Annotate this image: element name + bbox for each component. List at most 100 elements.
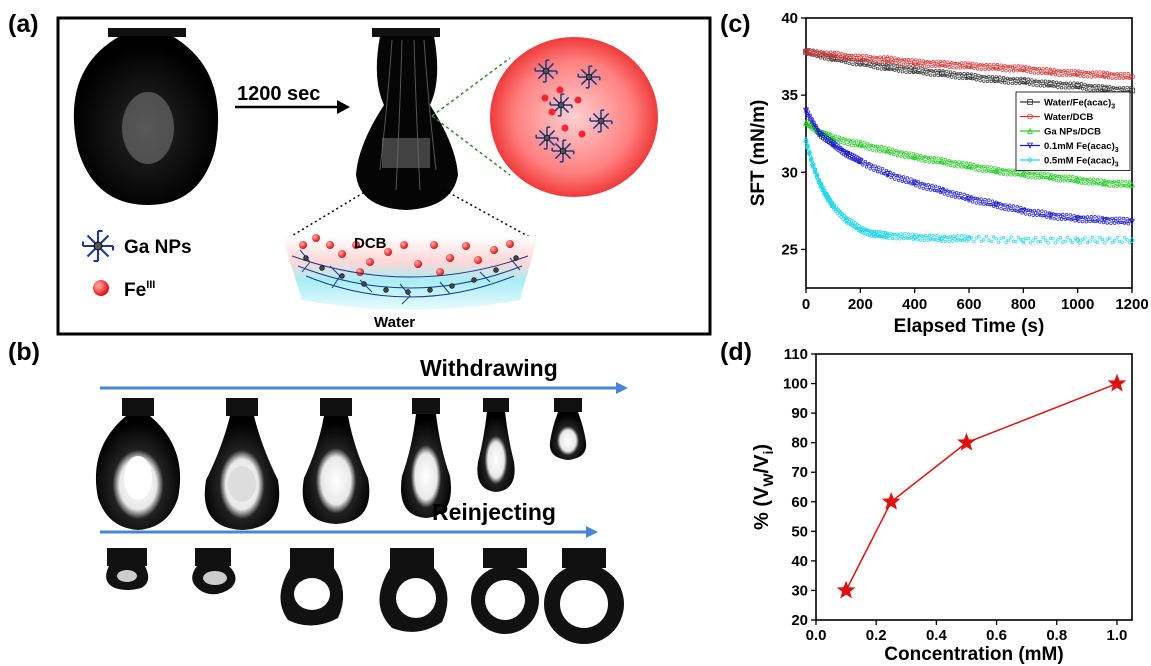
data-point [983, 197, 987, 202]
data-point [1029, 70, 1033, 75]
y-axis-label: % (VW/Vi) [751, 444, 776, 530]
data-point [1083, 181, 1087, 186]
data-marker [857, 226, 864, 233]
data-point [946, 60, 950, 64]
series-fe_05 [803, 137, 1135, 245]
data-point [850, 143, 854, 147]
data-point [973, 73, 977, 77]
data-marker [1101, 217, 1108, 224]
data-point [883, 145, 887, 150]
data-point [1058, 214, 1063, 218]
data-point [841, 58, 845, 63]
data-point [1120, 179, 1124, 183]
y-tick-label: 60 [791, 494, 808, 511]
data-point [892, 152, 896, 157]
data-marker [830, 141, 837, 148]
data-point [947, 65, 951, 69]
data-point [1111, 72, 1116, 76]
star-marker [957, 432, 976, 451]
data-point [1071, 216, 1075, 221]
data-point [1004, 69, 1008, 73]
data-point [1036, 71, 1040, 75]
data-point [1085, 75, 1090, 79]
data-point [952, 192, 956, 196]
data-point [955, 161, 959, 166]
data-point [877, 146, 881, 151]
data-point [977, 168, 981, 173]
data-point [1114, 76, 1118, 81]
data-marker [1128, 181, 1136, 188]
data-point [1038, 84, 1043, 88]
y-tick-label: 100 [783, 376, 808, 393]
data-point [852, 58, 856, 62]
data-point [935, 189, 939, 193]
data-point [905, 176, 909, 180]
data-point [957, 76, 961, 80]
data-point [1092, 72, 1096, 77]
data-point [808, 154, 812, 158]
data-point [1001, 235, 1006, 240]
data-point [955, 72, 959, 76]
data-point [1089, 75, 1093, 79]
data-point [892, 59, 896, 63]
panel-label-b: (b) [8, 338, 40, 366]
data-marker [884, 64, 891, 71]
data-point [1088, 71, 1092, 76]
data-point [915, 152, 919, 157]
panel-b-drop-sequence: Withdrawing Reinject [95, 355, 628, 644]
data-point [894, 237, 898, 241]
data-marker [857, 55, 864, 61]
data-point [903, 155, 907, 159]
data-marker [802, 119, 810, 126]
data-point [1014, 240, 1018, 244]
data-point [1040, 209, 1044, 213]
data-point [988, 203, 992, 207]
interface-label-dcb: DCB [354, 235, 387, 252]
data-point [984, 169, 988, 174]
data-marker [1129, 73, 1135, 80]
data-point [932, 73, 937, 78]
data-point [984, 234, 988, 238]
data-point [851, 138, 855, 143]
data-point [936, 189, 940, 193]
data-marker [1074, 70, 1081, 77]
y-tick-label: 20 [791, 612, 808, 629]
data-point [879, 145, 883, 149]
data-point [919, 70, 923, 74]
data-point [1119, 71, 1123, 76]
data-point [1048, 67, 1053, 71]
data-point [1010, 66, 1014, 70]
data-point [1017, 209, 1022, 213]
data-point [996, 240, 1001, 244]
data-point [806, 110, 811, 114]
data-point [1041, 81, 1045, 85]
data-point [1032, 71, 1037, 75]
data-point [1101, 181, 1106, 185]
data-point [883, 231, 888, 235]
x-tick-label: 600 [956, 296, 981, 313]
data-point [864, 54, 869, 58]
star-marker [836, 580, 856, 599]
data-point [1004, 240, 1008, 244]
interface-label-water: Water [374, 314, 415, 331]
data-marker [1020, 237, 1027, 244]
data-point [814, 169, 818, 174]
data-point [1089, 179, 1093, 184]
data-point [952, 234, 956, 238]
data-point [962, 237, 966, 241]
data-marker [938, 158, 945, 165]
pendant-drop-aged [356, 28, 458, 210]
data-point [1001, 76, 1006, 80]
x-tick-label: 1000 [1061, 296, 1094, 313]
data-point [1032, 208, 1037, 213]
data-point [893, 177, 897, 181]
data-point [899, 65, 903, 69]
data-point [889, 175, 893, 180]
data-point [1014, 81, 1018, 86]
data-point [878, 149, 882, 154]
data-point [1080, 219, 1085, 224]
data-point [921, 59, 925, 63]
data-marker [1047, 173, 1054, 180]
data-point [1110, 240, 1114, 245]
data-point [1115, 184, 1119, 188]
